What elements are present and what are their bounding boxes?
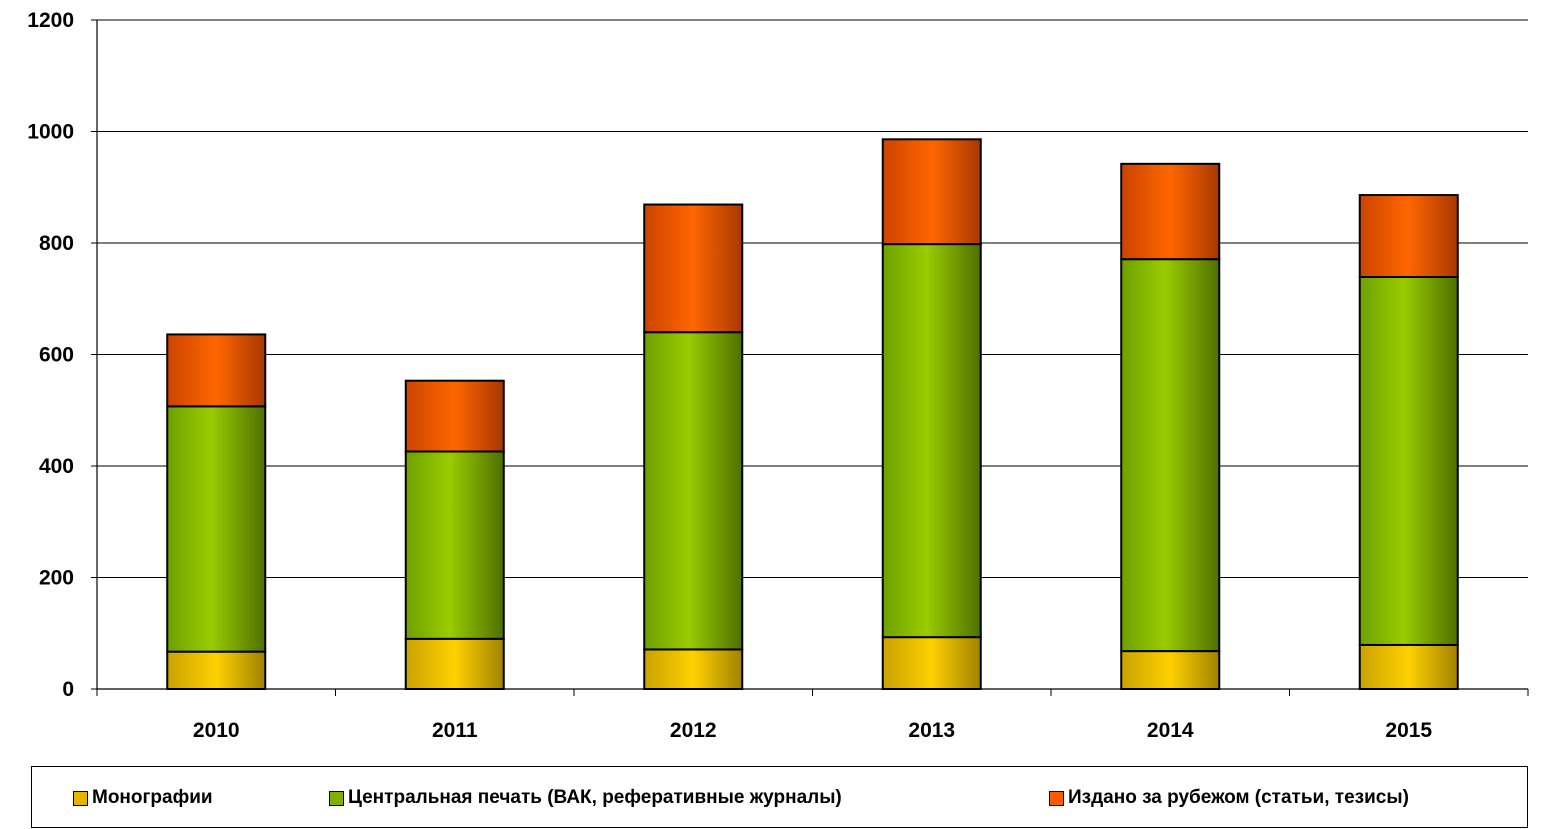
bar-central-press-2012 <box>643 331 744 651</box>
y-tick-label: 0 <box>62 678 74 701</box>
y-tick-label: 800 <box>39 232 74 255</box>
x-tick-label: 2015 <box>1385 719 1432 742</box>
bar-central-press-2013 <box>881 243 982 639</box>
x-tick-label: 2012 <box>670 719 717 742</box>
legend: Монографии Центральная печать (ВАК, рефе… <box>31 766 1528 828</box>
bar-published-abroad-2011 <box>404 379 505 453</box>
y-tick-label: 400 <box>39 455 74 478</box>
bar-central-press-2015 <box>1358 276 1459 646</box>
bar-central-press-2011 <box>404 450 505 640</box>
legend-swatch-monographs <box>73 790 88 806</box>
gridlines <box>97 19 1528 578</box>
bar-central-press-2010 <box>166 405 267 653</box>
bar-published-abroad-2012 <box>643 203 744 334</box>
legend-label-published-abroad: Издано за рубежом (статьи, тезисы) <box>1068 787 1409 808</box>
bar-monographs-2014 <box>1120 650 1221 691</box>
legend-swatch-published-abroad <box>1049 790 1064 806</box>
bar-published-abroad-2014 <box>1120 162 1221 261</box>
bar-monographs-2011 <box>404 637 505 691</box>
y-tick-label: 1200 <box>27 9 74 32</box>
legend-swatch-central-press <box>329 790 344 806</box>
bar-published-abroad-2010 <box>166 333 267 408</box>
bar-published-abroad-2013 <box>881 138 982 246</box>
legend-item-monographs: Монографии <box>73 767 213 829</box>
x-tick-label: 2013 <box>908 719 955 742</box>
bar-central-press-2014 <box>1120 258 1221 653</box>
bar-published-abroad-2015 <box>1358 194 1459 279</box>
bar-monographs-2012 <box>643 648 744 690</box>
legend-item-central-press: Центральная печать (ВАК, реферативные жу… <box>329 767 842 829</box>
tick-labels: 0 200 400 600 800 1000 1200 2010 2011 2012 2013 201… <box>27 9 1432 742</box>
axes <box>91 19 1529 696</box>
bar-monographs-2015 <box>1358 643 1459 691</box>
x-tick-label: 2014 <box>1147 719 1194 742</box>
y-tick-label: 600 <box>39 344 74 367</box>
legend-label-monographs: Монографии <box>92 787 213 808</box>
x-tick-label: 2010 <box>193 719 240 742</box>
bars <box>166 138 1459 691</box>
legend-item-published-abroad: Издано за рубежом (статьи, тезисы) <box>1049 767 1409 829</box>
y-tick-label: 1000 <box>27 121 74 144</box>
y-tick-label: 200 <box>39 567 74 590</box>
legend-label-central-press: Центральная печать (ВАК, реферативные жу… <box>348 787 842 808</box>
x-tick-label: 2011 <box>432 719 478 742</box>
bar-monographs-2013 <box>881 636 982 691</box>
bar-monographs-2010 <box>166 650 267 691</box>
